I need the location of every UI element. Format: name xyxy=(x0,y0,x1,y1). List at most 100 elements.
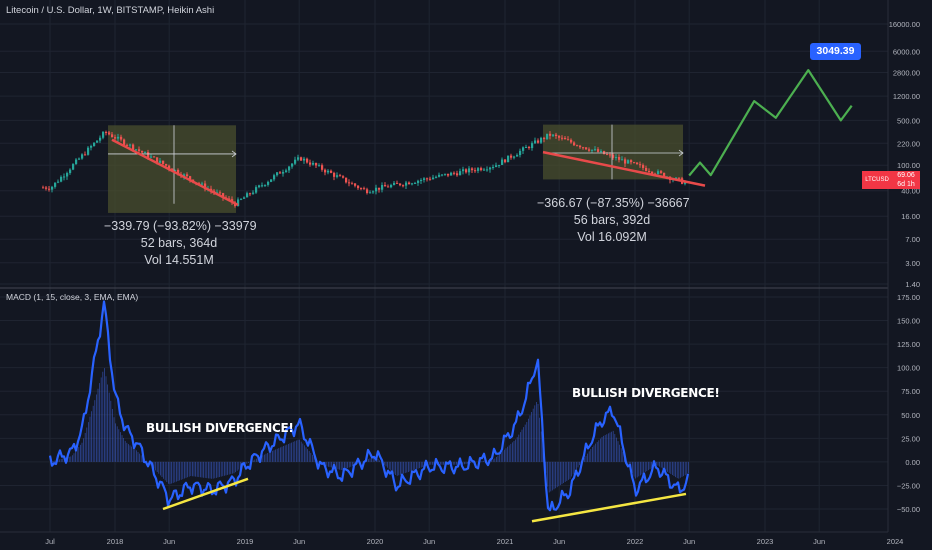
candle-body xyxy=(483,169,486,171)
candle-body xyxy=(504,159,507,163)
candle-body xyxy=(387,186,390,188)
candle-body xyxy=(54,182,57,187)
candle-body xyxy=(285,170,288,172)
candle-body xyxy=(336,175,339,177)
candle-body xyxy=(495,165,498,167)
candle-body xyxy=(291,163,294,167)
candle-body xyxy=(642,165,645,168)
candle-body xyxy=(186,174,189,177)
candle-body xyxy=(288,166,291,171)
candle-body xyxy=(405,182,408,186)
candle-body xyxy=(165,163,168,166)
candle-body xyxy=(114,137,117,139)
candle-body xyxy=(525,147,528,149)
candle-body xyxy=(375,187,378,192)
macd-title: MACD (1, 15, close, 3, EMA, EMA) xyxy=(6,292,139,302)
candle-body xyxy=(381,185,384,190)
time-tick-label: Jun xyxy=(163,537,175,546)
candle-body xyxy=(123,139,126,145)
candle-body xyxy=(294,159,297,164)
candle-body xyxy=(201,183,204,185)
time-tick-label: Jun xyxy=(683,537,695,546)
candle-body xyxy=(156,157,159,163)
candle-body xyxy=(330,170,333,173)
macd-tick-label: 50.00 xyxy=(901,411,920,420)
time-tick-label: 2020 xyxy=(367,537,384,546)
candle-body xyxy=(450,172,453,176)
candle-body xyxy=(549,133,552,136)
candle-body xyxy=(66,173,69,177)
time-tick-label: 2019 xyxy=(237,537,254,546)
candle-body xyxy=(282,171,285,174)
macd-tick-label: 125.00 xyxy=(897,340,920,349)
candle-body xyxy=(69,169,72,174)
candle-body xyxy=(303,158,306,161)
candle-body xyxy=(360,188,363,190)
candle-body xyxy=(354,183,357,186)
range1-change: −339.79 (−93.82%) −33979 xyxy=(104,219,257,233)
candle-body xyxy=(111,134,114,138)
macd-tick-label: 175.00 xyxy=(897,293,920,302)
candle-body xyxy=(162,160,165,164)
candle-body xyxy=(168,165,171,169)
candle-body xyxy=(453,172,456,174)
candle-body xyxy=(264,184,267,186)
time-tick-label: 2018 xyxy=(107,537,124,546)
time-tick-label: 2022 xyxy=(627,537,644,546)
candle-body xyxy=(132,144,135,150)
candle-body xyxy=(174,169,177,171)
candle-body xyxy=(324,169,327,173)
candle-body xyxy=(432,177,435,180)
candle-body xyxy=(297,157,300,160)
candle-body xyxy=(558,136,561,138)
trend-line-1 xyxy=(111,138,239,207)
time-tick-label: 2021 xyxy=(497,537,514,546)
candle-body xyxy=(459,171,462,176)
time-tick-label: Jun xyxy=(423,537,435,546)
candle-body xyxy=(645,167,648,171)
candle-body xyxy=(267,181,270,185)
candle-body xyxy=(435,176,438,178)
candle-body xyxy=(423,178,426,180)
candle-body xyxy=(447,173,450,176)
candle-body xyxy=(369,192,372,194)
projection-path xyxy=(688,68,853,177)
candle-body xyxy=(249,193,252,195)
candles xyxy=(42,130,690,208)
candle-body xyxy=(81,154,84,159)
candle-body xyxy=(555,134,558,137)
macd-tick-label: 150.00 xyxy=(897,317,920,326)
candle-body xyxy=(84,154,87,156)
candle-body xyxy=(684,182,687,184)
candle-body xyxy=(57,181,60,183)
candle-body xyxy=(363,188,366,190)
candle-body xyxy=(138,149,141,151)
range2-change: −366.67 (−87.35%) −36667 xyxy=(537,196,690,210)
candle-body xyxy=(240,198,243,200)
candle-body xyxy=(489,167,492,170)
macd-tick-label: 100.00 xyxy=(897,364,920,373)
candle-body xyxy=(660,171,663,173)
candle-body xyxy=(585,147,588,150)
candle-body xyxy=(102,132,105,138)
candle-body xyxy=(471,168,474,171)
candle-body xyxy=(366,189,369,193)
range-box-2 xyxy=(543,124,683,180)
candle-body xyxy=(270,179,273,182)
time-tick-label: 2024 xyxy=(887,537,904,546)
time-tick-label: Jun xyxy=(553,537,565,546)
candle-body xyxy=(573,142,576,146)
candle-body xyxy=(96,140,99,143)
candle-body xyxy=(582,147,585,149)
candle-body xyxy=(339,175,342,177)
divergence-label-1: BULLISH DIVERGENCE! xyxy=(146,421,294,435)
candle-body xyxy=(567,139,570,141)
macd-tick-label: 0.00 xyxy=(905,458,920,467)
candle-body xyxy=(519,150,522,156)
candle-body xyxy=(276,172,279,176)
candle-body xyxy=(594,149,597,151)
price-tick-label: 500.00 xyxy=(897,116,920,125)
candle-body xyxy=(570,139,573,143)
candle-body xyxy=(411,183,414,185)
